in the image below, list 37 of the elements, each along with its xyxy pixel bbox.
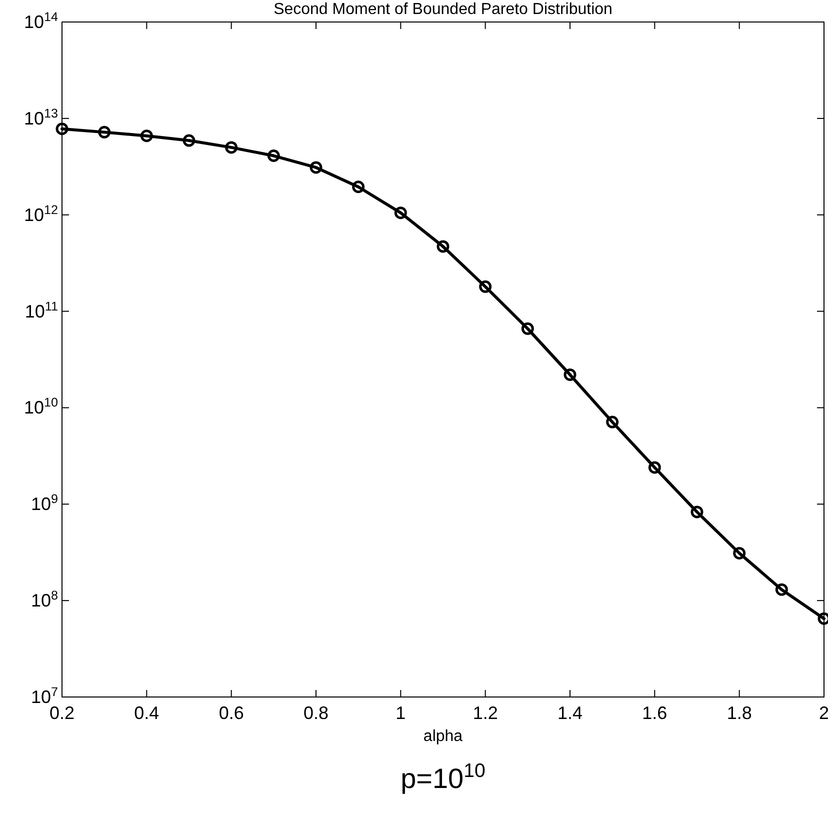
point <box>310 161 322 174</box>
point <box>733 546 746 560</box>
y-tick-label: 10$^{13}$ <box>24 106 58 128</box>
x-tick-label: 1.4 <box>557 703 583 723</box>
point <box>606 416 619 428</box>
point <box>479 280 492 293</box>
x-tick-label: 0.6 <box>218 703 244 723</box>
y-tick-label: 10$^{8}$ <box>30 588 58 611</box>
point <box>394 206 407 220</box>
point <box>690 506 704 518</box>
x-tick-label: 0.8 <box>303 703 329 723</box>
text: p=10$^{10}$ <box>400 760 486 794</box>
y-tick-label: 10$^{11}$ <box>24 299 58 322</box>
point <box>436 240 450 253</box>
point <box>352 180 365 194</box>
x-tick-label: 1.8 <box>726 703 752 723</box>
x-tick-label: 2 <box>818 703 828 723</box>
point <box>140 130 153 142</box>
point <box>775 583 788 596</box>
x-tick-label: 0.4 <box>134 703 160 723</box>
y-tick-label: 10$^{10}$ <box>24 396 58 418</box>
y-tick-label: 10$^{14}$ <box>24 10 58 32</box>
point <box>56 122 68 136</box>
point <box>267 150 280 162</box>
y-tick-label: 10$^{9}$ <box>30 492 58 514</box>
point <box>98 126 111 138</box>
point <box>564 368 576 381</box>
x-tick-label: 1.2 <box>472 703 498 723</box>
x-axis-title: alpha <box>423 728 463 745</box>
x-tick-label: 1.6 <box>642 703 668 723</box>
x-tick-label: 1 <box>396 703 406 723</box>
chart-title: Second Moment of Bounded Pareto Distribution <box>274 1 612 18</box>
y-tick-label: 10$^{12}$ <box>24 202 58 225</box>
point <box>225 141 238 154</box>
point <box>521 322 534 335</box>
point <box>182 134 196 147</box>
point <box>648 461 661 474</box>
